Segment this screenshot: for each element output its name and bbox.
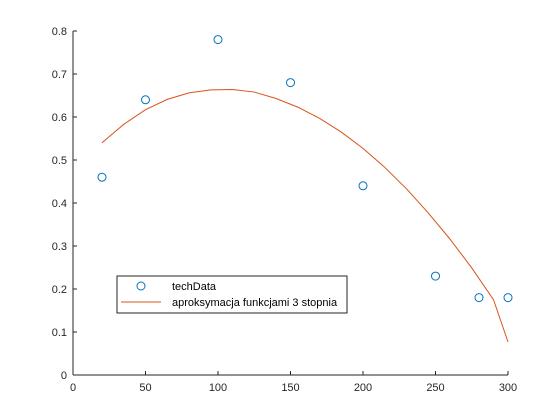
x-tick-label: 200: [354, 382, 372, 394]
data-point: [97, 172, 107, 182]
y-tick-label: 0.3: [52, 241, 67, 253]
legend-box: [116, 275, 348, 314]
y-ticks: 0 0.1 0.2 0.3 0.4 0.5 0.6 0.7 0.8: [52, 26, 77, 382]
x-tick-label: 250: [426, 382, 444, 394]
x-ticks: 0 50 100 150 200 250 300: [70, 371, 517, 394]
y-tick-label: 0.4: [52, 198, 67, 210]
data-point: [358, 181, 368, 191]
y-tick-label: 0.8: [52, 26, 67, 38]
y-tick-label: 0: [61, 370, 67, 382]
data-point: [213, 35, 223, 45]
x-tick-label: 150: [281, 382, 299, 394]
data-point: [141, 95, 150, 105]
y-tick-label: 0.1: [52, 327, 67, 339]
fit-curve-line: [101, 88, 509, 343]
plot-area: [73, 31, 508, 375]
y-tick-label: 0.6: [52, 112, 67, 124]
data-point: [503, 293, 513, 303]
legend: techData aproksymacja funkcjami 3 stopni…: [116, 275, 348, 314]
data-point: [286, 78, 295, 88]
data-point: [431, 271, 440, 281]
fit-curve-layer: [101, 88, 509, 343]
x-tick-label: 50: [139, 382, 151, 394]
y-tick-label: 0.5: [52, 155, 67, 167]
x-tick-label: 300: [499, 382, 517, 394]
x-tick-label: 0: [70, 382, 76, 394]
legend-label-fit: aproksymacja funkcjami 3 stopnia: [172, 297, 338, 309]
x-tick-label: 100: [209, 382, 227, 394]
legend-label-techdata: techData: [172, 281, 217, 293]
data-point: [474, 293, 484, 303]
legend-marker-techdata: [136, 281, 146, 291]
y-tick-label: 0.7: [52, 69, 67, 81]
data-points-layer: [97, 35, 513, 303]
y-tick-label: 0.2: [52, 284, 67, 296]
